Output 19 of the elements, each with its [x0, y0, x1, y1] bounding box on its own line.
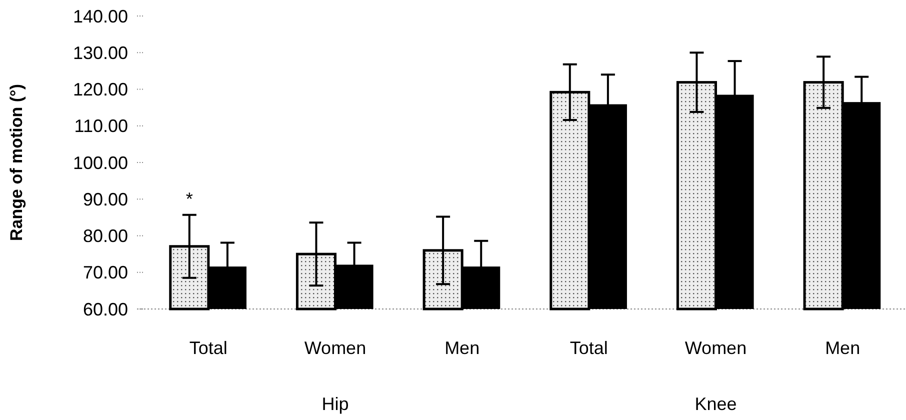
y-tick-label: 140.00 — [72, 6, 128, 26]
text: Hip — [322, 394, 349, 414]
y-tick-label: 60.00 — [82, 299, 128, 320]
x-tick-label: Total — [570, 338, 608, 358]
y-tick-label: 110.00 — [74, 116, 128, 136]
y-tick-label: 80.00 — [82, 226, 128, 246]
y-tick-label: 120.00 — [72, 80, 128, 100]
annotation: * — [186, 188, 193, 209]
text: Knee — [694, 394, 737, 414]
x-tick-label: Men — [825, 338, 860, 358]
x-tick-label: Women — [684, 338, 747, 358]
y-tick-label: 130.00 — [72, 42, 128, 63]
y-tick-label: 90.00 — [82, 189, 128, 210]
y-tick-label: 70.00 — [82, 262, 128, 283]
x-tick-label: Total — [189, 338, 228, 358]
y-axis-title: Range of motion (°) — [7, 84, 26, 241]
x-tick-label: Men — [444, 338, 480, 358]
y-tick-label: 100.00 — [72, 152, 128, 173]
x-tick-label: Women — [304, 338, 366, 358]
